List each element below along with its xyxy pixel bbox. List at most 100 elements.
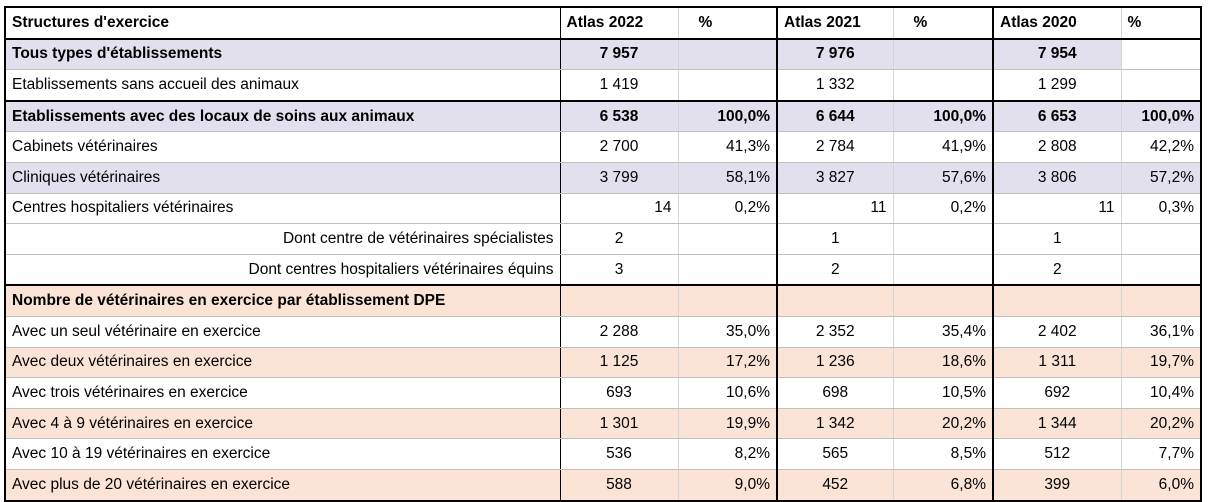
cell-value-2021: 3 827 [777,162,894,194]
table-row: Etablissements avec des locaux de soins … [4,99,1202,133]
cell-pct-2022: 10,6% [678,377,778,409]
row-label: Dont centre de vétérinaires spécialistes [4,223,561,255]
header-atlas-2020: Atlas 2020 [993,6,1122,40]
row-label: Avec 10 à 19 vétérinaires en exercice [4,438,561,470]
cell-value-2022: 2 700 [560,131,679,163]
header-pct-2022: % [678,6,778,40]
table-row: Dont centres hospitaliers vétérinaires é… [4,254,1202,286]
cell-pct-2022 [678,223,778,255]
cell-value-2022: 588 [560,469,679,502]
cell-value-2022: 2 288 [560,316,679,348]
table-row: Tous types d'établissements 7 957 7 976 … [4,38,1202,71]
row-label: Avec trois vétérinaires en exercice [4,377,561,409]
cell-value-2020: 1 344 [993,408,1122,440]
cell-value-2022: 1 125 [560,347,679,379]
row-label: Avec 4 à 9 vétérinaires en exercice [4,408,561,440]
cell-value-2020: 2 808 [993,131,1122,163]
cell-pct-2020: 0,3% [1121,193,1202,225]
table-row: Avec deux vétérinaires en exercice 1 125… [4,347,1202,379]
cell-pct-2022: 0,2% [678,193,778,225]
cell-pct-2020: 57,2% [1121,162,1202,194]
table-row: Avec un seul vétérinaire en exercice 2 2… [4,316,1202,348]
cell-value-2020: 1 299 [993,69,1122,102]
table-row: Avec 10 à 19 vétérinaires en exercice 53… [4,438,1202,470]
header-atlas-2022: Atlas 2022 [560,6,679,40]
cell-pct-2022 [678,284,778,317]
cell-value-2022: 2 [560,223,679,255]
cell-value-2022: 3 799 [560,162,679,194]
cell-pct-2021: 20,2% [893,408,994,440]
row-label: Avec un seul vétérinaire en exercice [4,316,561,348]
cell-value-2020: 7 954 [993,38,1122,71]
cell-pct-2021: 10,5% [893,377,994,409]
cell-pct-2021: 8,5% [893,438,994,470]
header-label: Structures d'exercice [4,6,561,40]
cell-pct-2021: 6,8% [893,469,994,502]
cell-pct-2020 [1121,69,1202,102]
table-row: Centres hospitaliers vétérinaires 14 0,2… [4,193,1202,225]
cell-value-2021: 698 [777,377,894,409]
cell-value-2021: 1 342 [777,408,894,440]
cell-pct-2021: 35,4% [893,316,994,348]
cell-pct-2020: 7,7% [1121,438,1202,470]
cell-value-2021: 1 332 [777,69,894,102]
table-row: Avec plus de 20 vétérinaires en exercice… [4,469,1202,502]
cell-pct-2021: 0,2% [893,193,994,225]
row-label: Dont centres hospitaliers vétérinaires é… [4,254,561,286]
row-label: Etablissements sans accueil des animaux [4,69,561,102]
cell-pct-2022: 17,2% [678,347,778,379]
table-row: Avec trois vétérinaires en exercice 693 … [4,377,1202,409]
cell-pct-2021 [893,254,994,286]
row-label: Etablissements avec des locaux de soins … [4,99,561,133]
cell-pct-2022: 100,0% [678,99,778,133]
cell-value-2021: 452 [777,469,894,502]
cell-value-2021: 2 352 [777,316,894,348]
cell-value-2021: 2 [777,254,894,286]
cell-pct-2020 [1121,254,1202,286]
cell-pct-2021: 100,0% [893,99,994,133]
header-atlas-2021: Atlas 2021 [777,6,894,40]
cell-value-2020: 399 [993,469,1122,502]
cell-value-2021: 2 784 [777,131,894,163]
cell-pct-2021: 18,6% [893,347,994,379]
cell-value-2020: 1 311 [993,347,1122,379]
cell-value-2020: 2 [993,254,1122,286]
cell-value-2022: 536 [560,438,679,470]
row-label: Cliniques vétérinaires [4,162,561,194]
cell-pct-2021 [893,38,994,71]
cell-pct-2020: 36,1% [1121,316,1202,348]
cell-pct-2021 [893,284,994,317]
cell-value-2020: 512 [993,438,1122,470]
section-label: Nombre de vétérinaires en exercice par é… [4,284,561,317]
cell-pct-2020: 6,0% [1121,469,1202,502]
cell-value-2020: 11 [993,193,1122,225]
table-row: Etablissements sans accueil des animaux … [4,69,1202,102]
cell-value-2021: 565 [777,438,894,470]
cell-pct-2022 [678,69,778,102]
cell-pct-2022: 41,3% [678,131,778,163]
cell-value-2020: 3 806 [993,162,1122,194]
section-header-row: Nombre de vétérinaires en exercice par é… [4,284,1202,317]
table-row: Dont centre de vétérinaires spécialistes… [4,223,1202,255]
cell-pct-2021: 57,6% [893,162,994,194]
cell-pct-2022 [678,254,778,286]
cell-pct-2022: 9,0% [678,469,778,502]
cell-value-2020: 6 653 [993,99,1122,133]
cell-pct-2020 [1121,284,1202,317]
header-pct-2021: % [893,6,994,40]
cell-value-2020: 692 [993,377,1122,409]
cell-value-2022: 1 419 [560,69,679,102]
cell-pct-2020 [1121,38,1202,71]
cell-pct-2021 [893,69,994,102]
row-label: Cabinets vétérinaires [4,131,561,163]
cell-pct-2020: 100,0% [1121,99,1202,133]
table-row: Avec 4 à 9 vétérinaires en exercice 1 30… [4,408,1202,440]
cell-pct-2020 [1121,223,1202,255]
cell-value-2022: 3 [560,254,679,286]
row-label: Tous types d'établissements [4,38,561,71]
cell-pct-2022: 35,0% [678,316,778,348]
cell-value-2022: 6 538 [560,99,679,133]
cell-value-2021: 11 [777,193,894,225]
cell-value-2020: 1 [993,223,1122,255]
header-pct-2020: % [1121,6,1202,40]
